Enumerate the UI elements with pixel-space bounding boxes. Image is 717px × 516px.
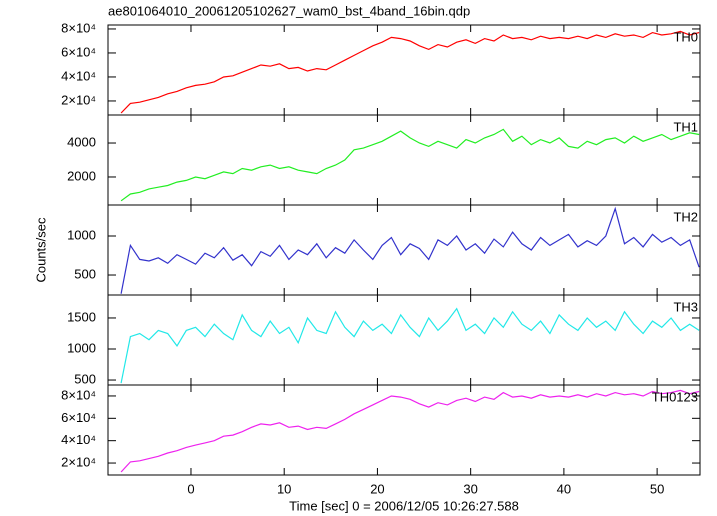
x-tick-label: 40	[557, 481, 571, 496]
y-tick-label: 8×10⁴	[61, 387, 96, 402]
x-tick-label: 10	[277, 481, 291, 496]
y-tick-label: 4×10⁴	[61, 432, 96, 447]
series-label: TH0	[673, 29, 698, 44]
y-axis-label: Counts/sec	[33, 217, 48, 283]
data-line	[120, 389, 700, 473]
panel-frame	[107, 24, 701, 116]
data-line	[120, 206, 700, 294]
y-tick-label: 2000	[67, 168, 96, 183]
x-tick-label: 20	[370, 481, 384, 496]
data-line	[120, 128, 700, 202]
x-axis-label: Time [sec] 0 = 2006/12/05 10:26:27.588	[289, 498, 519, 513]
y-tick-label: 6×10⁴	[61, 44, 96, 59]
y-tick-label: 1000	[67, 227, 96, 242]
y-tick-label: 1000	[67, 340, 96, 355]
y-tick-label: 6×10⁴	[61, 410, 96, 425]
y-tick-label: 2×10⁴	[61, 454, 96, 469]
chart-title: ae801064010_20061205102627_wam0_bst_4ban…	[108, 3, 470, 18]
y-tick-label: 4000	[67, 134, 96, 149]
y-tick-label: 4×10⁴	[61, 68, 96, 83]
data-line	[120, 307, 700, 384]
panel-frame	[107, 294, 701, 386]
panel-frame	[107, 384, 701, 476]
x-tick-label: 30	[463, 481, 477, 496]
x-tick-label: 0	[187, 481, 194, 496]
y-tick-label: 1500	[67, 309, 96, 324]
y-tick-label: 500	[74, 266, 96, 281]
series-label: TH0123	[652, 389, 698, 404]
x-tick-label: 50	[650, 481, 664, 496]
series-label: TH1	[673, 119, 698, 134]
y-tick-label: 8×10⁴	[61, 20, 96, 35]
series-label: TH3	[673, 299, 698, 314]
y-tick-label: 500	[74, 371, 96, 386]
y-tick-label: 2×10⁴	[61, 92, 96, 107]
series-label: TH2	[673, 209, 698, 224]
panel-frame	[107, 114, 701, 206]
data-line	[120, 30, 700, 114]
